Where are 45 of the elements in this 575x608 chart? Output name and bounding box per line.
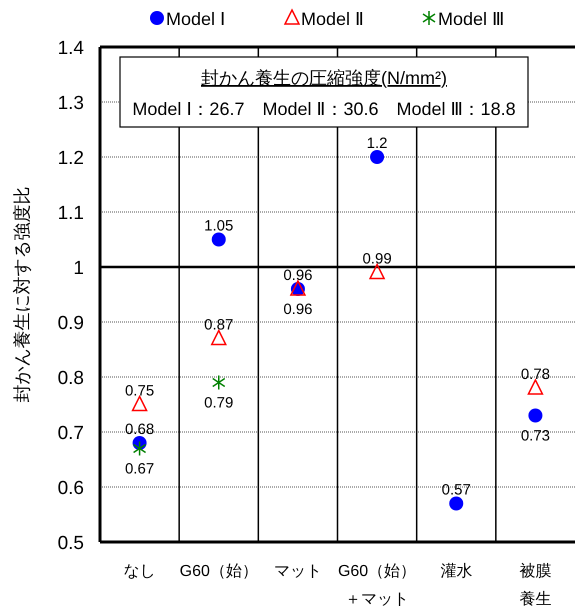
x-tick-label: マット	[274, 563, 322, 580]
y-tick-label: 1.3	[58, 93, 84, 114]
data-label: 0.75	[124, 382, 154, 400]
legend-label: Model Ⅱ	[301, 9, 364, 29]
data-label: 0.73	[520, 428, 550, 444]
y-tick-label: 0.5	[58, 533, 84, 554]
x-tick-label: なし	[124, 563, 156, 580]
x-tick-label: 灌水	[440, 562, 472, 580]
data-label: 0.96	[283, 301, 313, 318]
point	[132, 396, 148, 412]
y-tick-label: 0.6	[58, 478, 84, 499]
x-tick-label: G60（始）	[180, 563, 258, 580]
data-label: 0.99	[362, 250, 392, 268]
legend-label: Model Ⅲ	[438, 9, 504, 29]
point	[132, 440, 146, 456]
y-tick-label: 0.9	[58, 313, 84, 334]
y-tick-label: 1.2	[58, 148, 84, 169]
y-tick-label: 0.7	[58, 423, 84, 444]
annotation: 封かん養生の圧縮強度(N/mm²)	[201, 68, 447, 88]
data-label: 1.2	[366, 135, 388, 152]
data-label: 0.96	[283, 267, 313, 284]
data-label: 0.68	[124, 421, 154, 438]
data-label: 0.67	[124, 460, 154, 478]
point	[370, 150, 384, 164]
data-label: 0.78	[520, 366, 550, 383]
point	[528, 408, 542, 422]
annotation: Model Ⅰ：26.7 Model Ⅱ：30.6 Model Ⅲ：18.8	[132, 99, 516, 119]
data-label: 0.87	[204, 316, 234, 334]
data-label: 1.05	[204, 218, 234, 234]
y-tick-label: 1	[73, 258, 84, 279]
point	[528, 379, 544, 395]
x-tick-label: G60（始）＋マット	[338, 563, 416, 608]
x-tick-label: 被膜養生	[519, 562, 552, 608]
point	[369, 264, 385, 280]
legend-label: Model Ⅰ	[166, 9, 226, 29]
point	[212, 374, 226, 390]
data-label: 0.57	[442, 482, 471, 498]
point	[212, 232, 226, 246]
point	[211, 330, 226, 346]
data-label: 0.79	[204, 394, 234, 412]
y-tick-label: 0.8	[58, 368, 84, 389]
point	[449, 496, 464, 510]
y-tick-label: 1.1	[58, 203, 84, 224]
y-tick-label: 1.4	[58, 38, 84, 59]
y-axis-title: 封かん養生に対する強度比	[12, 186, 32, 402]
